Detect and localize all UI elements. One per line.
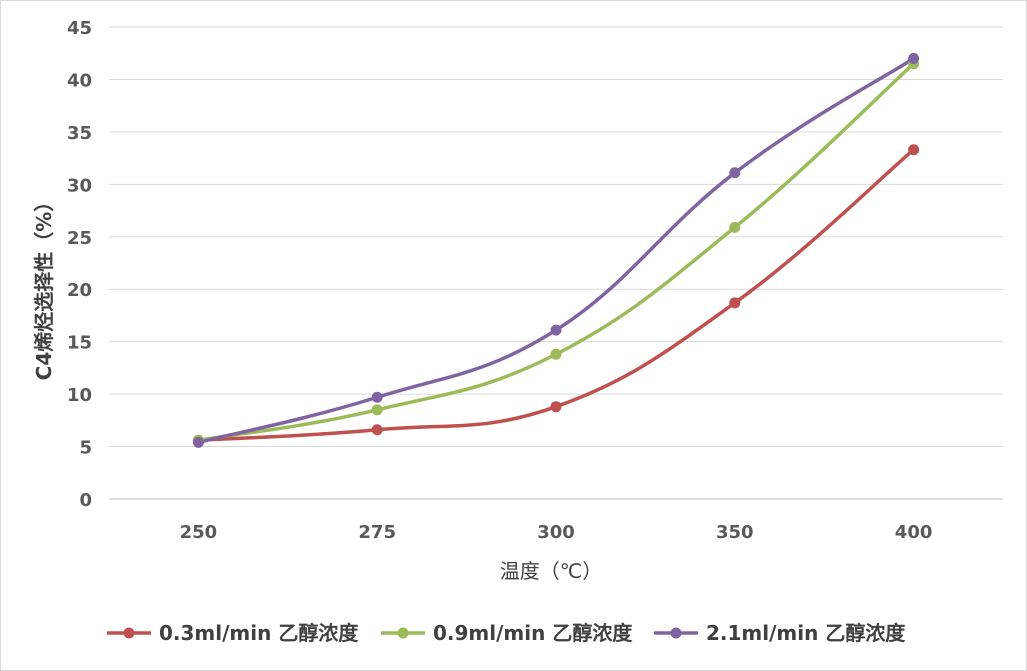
series-lines (196, 56, 916, 445)
data-point (908, 144, 920, 156)
series-points (192, 52, 920, 448)
x-axis-ticks: 250 275 300 350 400 (180, 522, 933, 543)
data-point (550, 324, 562, 336)
data-point (550, 348, 562, 360)
x-tick-label: 300 (537, 522, 575, 543)
legend-marker (123, 627, 135, 639)
data-point (729, 221, 741, 233)
x-tick-label: 250 (180, 522, 218, 543)
y-tick-label: 25 (67, 228, 92, 249)
data-point (908, 52, 920, 64)
y-tick-label: 20 (67, 280, 92, 301)
legend-marker (670, 627, 682, 639)
legend-marker (397, 627, 409, 639)
y-tick-label: 45 (67, 18, 92, 39)
x-tick-label: 275 (358, 522, 396, 543)
data-point (550, 401, 562, 413)
data-point (371, 391, 383, 403)
data-point (192, 436, 204, 448)
legend-label: 2.1ml/min 乙醇浓度 (706, 621, 906, 645)
data-point (729, 167, 741, 179)
x-tick-label: 350 (716, 522, 754, 543)
data-point (371, 424, 383, 436)
y-axis-ticks: 0 5 10 15 20 25 30 35 40 45 (67, 18, 92, 511)
y-tick-label: 15 (67, 333, 92, 354)
y-tick-label: 30 (67, 175, 92, 196)
series-line-2 (196, 61, 916, 443)
legend-label: 0.9ml/min 乙醇浓度 (433, 621, 633, 645)
y-tick-label: 5 (79, 438, 92, 459)
y-tick-label: 35 (67, 123, 92, 144)
y-tick-label: 40 (67, 70, 92, 91)
legend-item-1: 0.3ml/min 乙醇浓度 (107, 621, 359, 645)
y-axis-title: C4烯烃选择性（%） (32, 192, 56, 381)
legend: 0.3ml/min 乙醇浓度 0.9ml/min 乙醇浓度 2.1ml/min 乙醇… (107, 621, 906, 645)
gridlines (109, 26, 1003, 500)
y-tick-label: 10 (67, 385, 92, 406)
series-line-1 (196, 147, 916, 443)
x-axis-title: 温度（℃） (500, 559, 602, 583)
x-tick-label: 400 (895, 522, 933, 543)
legend-item-3: 2.1ml/min 乙醇浓度 (654, 621, 906, 645)
series-line-3 (196, 56, 916, 445)
y-tick-label: 0 (79, 490, 92, 511)
legend-label: 0.3ml/min 乙醇浓度 (159, 621, 359, 645)
legend-item-2: 0.9ml/min 乙醇浓度 (381, 621, 633, 645)
data-point (729, 297, 741, 309)
data-point (371, 404, 383, 416)
